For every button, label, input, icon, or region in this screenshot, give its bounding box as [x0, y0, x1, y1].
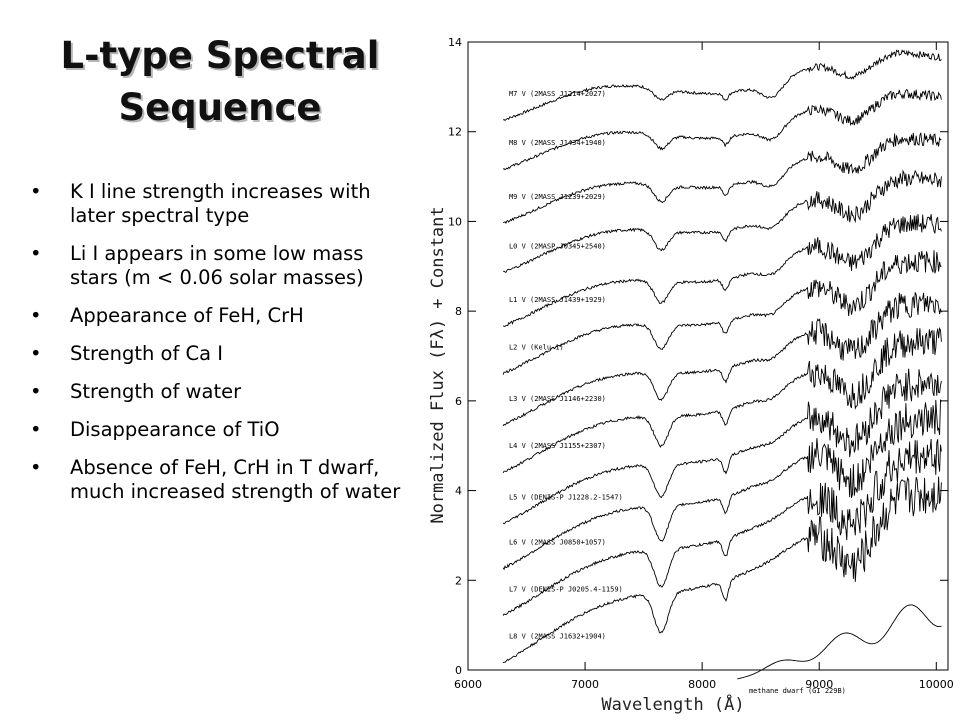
spectrum-label: L0 V (2MASP J0345+2540)	[509, 242, 606, 250]
axes: 6000 7000 8000 9000 10000 0 2 4 6 8 10 12 14	[448, 36, 954, 691]
x-tick-label: 10000	[919, 678, 954, 691]
y-tick-label: 0	[455, 664, 462, 677]
spectrum-line	[502, 399, 942, 571]
spectrum-label: L2 V (Kelu-1)	[509, 343, 564, 351]
spectrum-label: L7 V (DENIS-P J0205.4-1159)	[509, 586, 623, 594]
bullet-item: • K I line strength increases with later …	[30, 180, 410, 228]
spectrum-line	[503, 132, 942, 224]
spectrum-line	[502, 169, 942, 273]
y-tick-label: 2	[455, 574, 462, 587]
y-tick-label: 8	[455, 305, 462, 318]
spectrum-label: L5 V (DENIS-P J1228.2-1547)	[509, 494, 623, 502]
spectrum-label: L4 V (2MASS J1155+2307)	[509, 442, 606, 450]
y-tick-label: 12	[448, 126, 462, 139]
x-tick-label: 8000	[688, 678, 716, 691]
plot-frame	[467, 41, 949, 671]
spectrum-line	[502, 476, 942, 664]
bullet-text: Absence of FeH, CrH in T dwarf, much inc…	[70, 456, 401, 503]
bullet-dot: •	[30, 180, 42, 203]
spectrum-label: L3 V (2MASS J1146+2230)	[509, 395, 606, 403]
spectrum-label: L6 V (2MASS J0850+1057)	[509, 538, 606, 546]
x-tick-label: 6000	[454, 678, 482, 691]
bullet-text: Appearance of FeH, CrH	[70, 304, 304, 327]
bullet-item: • Strength of water	[30, 380, 410, 404]
bullet-dot: •	[30, 242, 42, 265]
spectra-chart: 6000 7000 8000 9000 10000 0 2 4 6 8 10 12 14 M7 V (2…	[428, 36, 954, 715]
bullet-dot: •	[30, 304, 42, 327]
bullet-item: • Strength of Ca I	[30, 342, 410, 366]
slide-title: L-type Spectral Sequence	[20, 30, 420, 134]
spectrum-line	[502, 88, 942, 171]
x-axis-title: Wavelength (Å)	[601, 693, 744, 715]
y-tick-label: 10	[448, 215, 462, 228]
bullet-list: • K I line strength increases with later …	[30, 180, 410, 518]
bullet-item: • Disappearance of TiO	[30, 418, 410, 442]
bullet-text: Disappearance of TiO	[70, 418, 280, 441]
bullet-dot: •	[30, 418, 42, 441]
slide-title-line-2: Sequence	[118, 86, 322, 129]
bullet-dot: •	[30, 342, 42, 365]
spectrum-line	[502, 214, 942, 328]
x-tick-label: 9000	[805, 678, 833, 691]
bullet-item: • Absence of FeH, CrH in T dwarf, much in…	[30, 456, 410, 504]
spectrum-line	[502, 49, 942, 121]
spectrum-label: methane dwarf (GI 229B)	[749, 687, 846, 695]
spectrum-label: L1 V (2MASS J1439+1929)	[509, 296, 606, 304]
spectra-figure: 6000 7000 8000 9000 10000 0 2 4 6 8 10 12 14 M7 V (2…	[425, 20, 960, 720]
spectrum-line	[502, 250, 942, 375]
y-tick-label: 14	[448, 36, 462, 49]
bullet-item: • Appearance of FeH, CrH	[30, 304, 410, 328]
bullet-dot: •	[30, 380, 42, 403]
bullet-dot: •	[30, 456, 42, 479]
spectrum-label: L8 V (2MASS J1632+1904)	[509, 633, 606, 641]
bullet-text: Strength of Ca I	[70, 342, 224, 365]
spectrum-label: M9 V (2MASS J1239+2029)	[509, 193, 606, 201]
bullet-text: K I line strength increases with later s…	[70, 180, 371, 227]
y-tick-label: 4	[455, 485, 462, 498]
y-axis-title: Normalized Flux (Fλ) + Constant	[428, 206, 448, 523]
y-tick-label: 6	[455, 395, 462, 408]
slide-title-line-1: L-type Spectral	[60, 34, 380, 77]
spectrum-label: M7 V (2MASS J1214+2027)	[509, 90, 606, 98]
spectrum-label: M8 V (2MASS J1434+1940)	[509, 139, 606, 147]
bullet-text: Strength of water	[70, 380, 242, 403]
bullet-text: Li I appears in some low mass stars (m <…	[70, 242, 364, 289]
spectrum-line	[502, 438, 942, 616]
spectra-series-group: M7 V (2MASS J1214+2027) M8 V (2MASS J1434…	[502, 49, 942, 695]
bullet-item: • Li I appears in some low mass stars (m …	[30, 242, 410, 290]
x-tick-label: 7000	[571, 678, 599, 691]
spectrum-line	[502, 326, 942, 474]
spectrum-line	[737, 604, 942, 680]
spectrum-line	[502, 292, 942, 427]
spectrum-line	[502, 368, 942, 525]
